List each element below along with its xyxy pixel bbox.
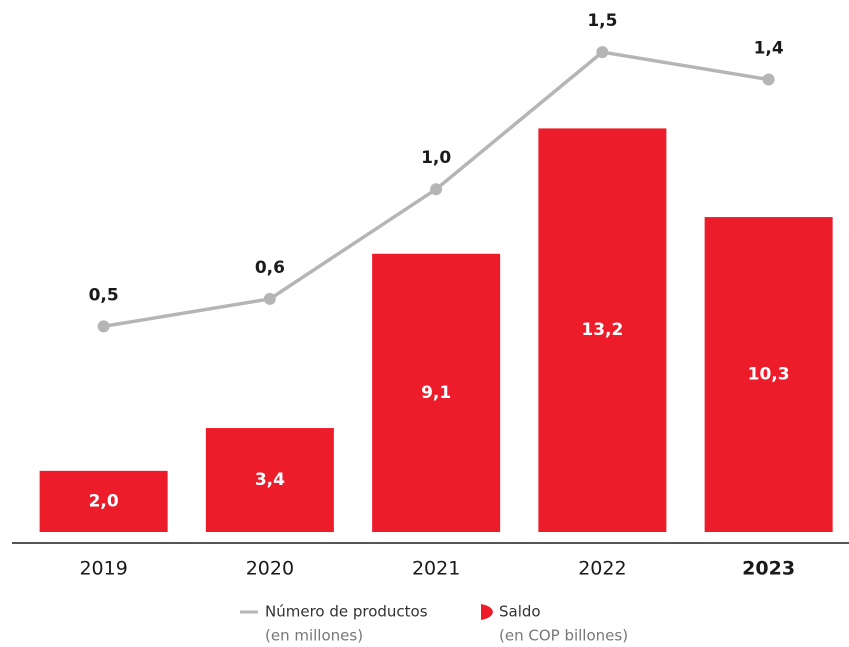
x-tick-label: 2022	[578, 558, 626, 580]
legend-label: Número de productos	[265, 603, 428, 621]
x-tick-label: 2023	[742, 558, 795, 580]
legend-label: Saldo	[499, 603, 541, 621]
x-tick-label: 2019	[79, 558, 127, 580]
point-label: 0,5	[89, 285, 119, 305]
legend-sublabel: (en millones)	[265, 627, 363, 645]
bar	[538, 128, 667, 532]
point-label: 0,6	[255, 258, 285, 278]
line-point	[762, 73, 775, 86]
bar-label: 13,2	[581, 320, 623, 340]
legend-swatch	[481, 604, 493, 620]
line-point	[430, 183, 443, 196]
point-label: 1,0	[421, 148, 451, 168]
bar	[372, 253, 501, 532]
bar	[704, 217, 833, 533]
bar-label: 3,4	[255, 470, 285, 490]
x-tick-label: 2020	[246, 558, 294, 580]
bar-label: 9,1	[421, 383, 451, 403]
line-point	[97, 320, 110, 333]
line-point	[596, 46, 609, 59]
point-label: 1,5	[587, 11, 617, 31]
bar	[39, 470, 168, 532]
point-label: 1,4	[754, 39, 784, 59]
line-point	[263, 292, 276, 305]
x-tick-label: 2021	[412, 558, 460, 580]
bar	[205, 428, 334, 532]
bar-label: 2,0	[89, 491, 119, 511]
legend-sublabel: (en COP billones)	[499, 627, 628, 645]
bar-label: 10,3	[748, 365, 790, 385]
